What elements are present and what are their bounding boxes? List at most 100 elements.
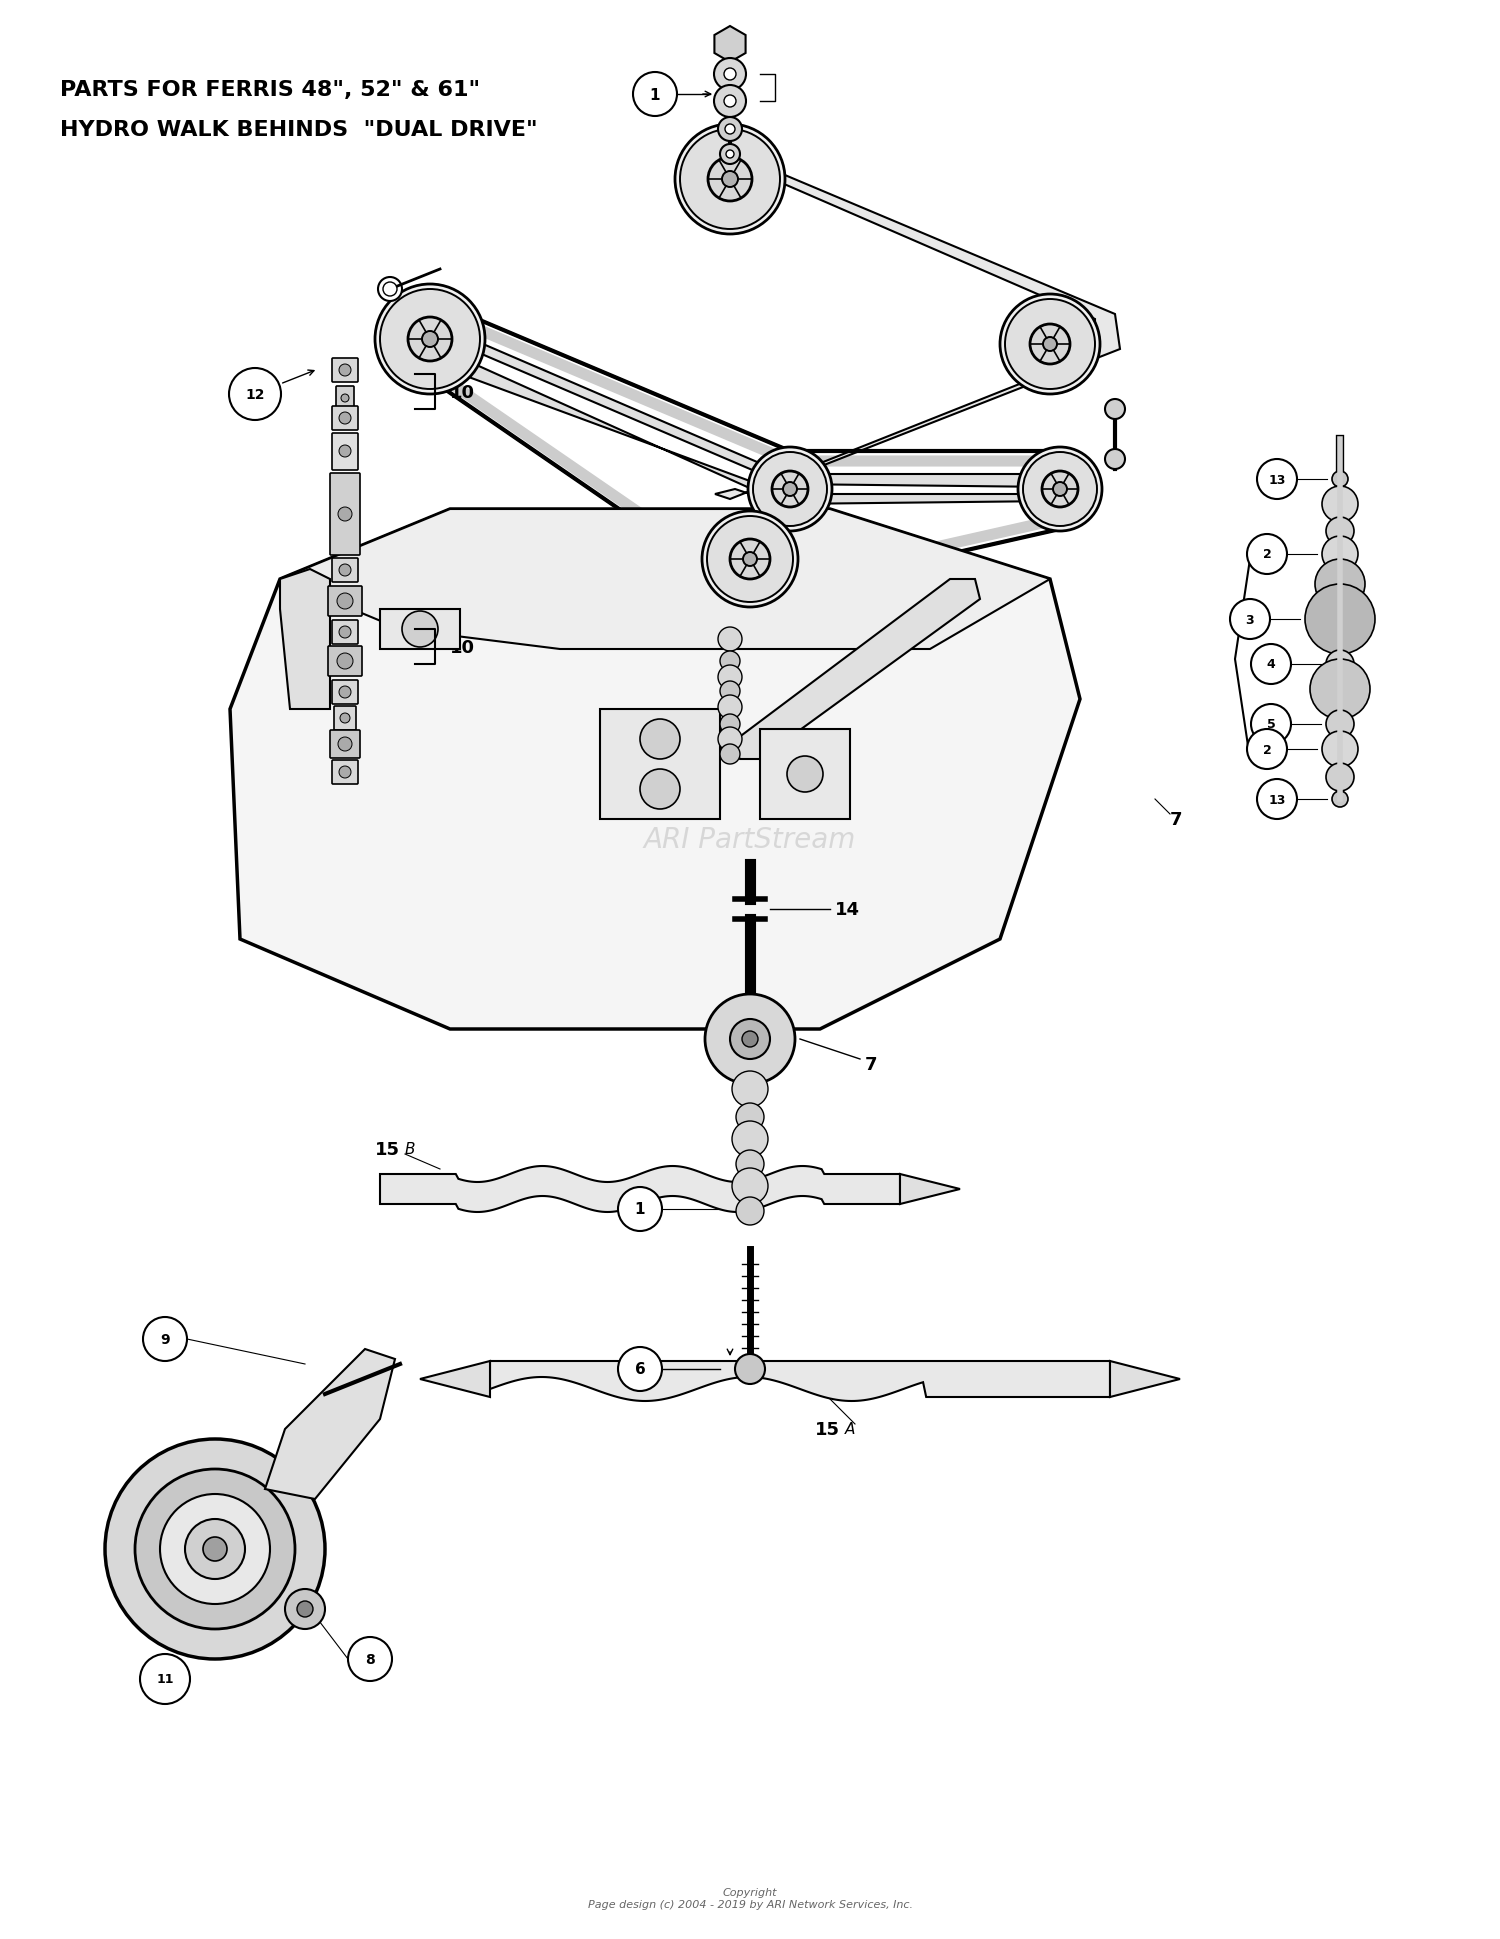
- Text: ARI PartStream: ARI PartStream: [644, 826, 856, 853]
- Polygon shape: [730, 580, 980, 760]
- Circle shape: [708, 157, 752, 202]
- Circle shape: [1316, 560, 1365, 609]
- FancyBboxPatch shape: [332, 558, 358, 584]
- Polygon shape: [266, 1350, 394, 1499]
- Polygon shape: [716, 155, 1120, 500]
- Polygon shape: [380, 1167, 900, 1212]
- Circle shape: [783, 483, 796, 496]
- Text: 13: 13: [1269, 793, 1286, 807]
- Circle shape: [408, 318, 452, 363]
- Polygon shape: [380, 609, 460, 650]
- Circle shape: [339, 446, 351, 458]
- Text: 6: 6: [634, 1361, 645, 1377]
- Circle shape: [633, 74, 676, 116]
- Circle shape: [1053, 483, 1066, 496]
- Circle shape: [730, 1020, 770, 1059]
- Circle shape: [1332, 791, 1348, 807]
- Polygon shape: [900, 1175, 960, 1204]
- Text: A: A: [844, 1421, 855, 1437]
- Circle shape: [1246, 729, 1287, 770]
- Circle shape: [772, 471, 808, 508]
- Circle shape: [140, 1654, 190, 1704]
- Circle shape: [1332, 471, 1348, 489]
- Circle shape: [1326, 710, 1354, 739]
- Text: 7: 7: [865, 1055, 877, 1074]
- Circle shape: [402, 611, 438, 648]
- Circle shape: [142, 1317, 188, 1361]
- Circle shape: [422, 332, 438, 347]
- FancyBboxPatch shape: [328, 588, 362, 617]
- Circle shape: [706, 516, 794, 603]
- Circle shape: [1257, 460, 1298, 500]
- Circle shape: [720, 683, 740, 702]
- Circle shape: [1326, 518, 1354, 545]
- Circle shape: [338, 737, 352, 752]
- Circle shape: [720, 652, 740, 671]
- Circle shape: [618, 1187, 662, 1231]
- Circle shape: [202, 1538, 226, 1561]
- Text: 9: 9: [160, 1332, 170, 1346]
- Circle shape: [724, 124, 735, 136]
- Circle shape: [726, 151, 734, 159]
- Text: 10: 10: [450, 638, 476, 657]
- Circle shape: [160, 1495, 270, 1604]
- Circle shape: [375, 285, 484, 396]
- Polygon shape: [230, 510, 1080, 1030]
- Circle shape: [1305, 586, 1376, 655]
- Circle shape: [338, 653, 352, 669]
- Text: 14: 14: [836, 900, 860, 919]
- Circle shape: [135, 1470, 296, 1629]
- Circle shape: [1005, 301, 1095, 390]
- Circle shape: [1000, 295, 1100, 396]
- Circle shape: [1310, 659, 1370, 719]
- Circle shape: [338, 508, 352, 522]
- Polygon shape: [280, 510, 1050, 650]
- Circle shape: [702, 512, 798, 607]
- Polygon shape: [490, 1361, 1110, 1402]
- Circle shape: [1326, 764, 1354, 791]
- Circle shape: [640, 719, 680, 760]
- Circle shape: [736, 1198, 764, 1225]
- Circle shape: [718, 727, 742, 752]
- Circle shape: [618, 1348, 662, 1392]
- FancyBboxPatch shape: [328, 648, 362, 677]
- Circle shape: [1251, 644, 1292, 684]
- FancyBboxPatch shape: [332, 681, 358, 704]
- Circle shape: [1019, 448, 1102, 531]
- Circle shape: [730, 539, 770, 580]
- Circle shape: [788, 756, 824, 793]
- Circle shape: [382, 283, 398, 297]
- FancyBboxPatch shape: [332, 359, 358, 382]
- Polygon shape: [420, 320, 1065, 504]
- Circle shape: [1257, 779, 1298, 820]
- Circle shape: [736, 1103, 764, 1132]
- Polygon shape: [760, 729, 850, 820]
- Circle shape: [230, 368, 280, 421]
- Text: 8: 8: [364, 1652, 375, 1666]
- Circle shape: [675, 124, 784, 235]
- Circle shape: [339, 413, 351, 425]
- FancyBboxPatch shape: [332, 434, 358, 471]
- Circle shape: [718, 118, 742, 142]
- Text: 4: 4: [1266, 657, 1275, 671]
- Text: 1: 1: [650, 87, 660, 103]
- FancyBboxPatch shape: [332, 407, 358, 430]
- Circle shape: [680, 130, 780, 231]
- Circle shape: [1322, 537, 1358, 572]
- Text: HYDRO WALK BEHINDS  "DUAL DRIVE": HYDRO WALK BEHINDS "DUAL DRIVE": [60, 120, 537, 140]
- Circle shape: [297, 1602, 314, 1617]
- Circle shape: [714, 58, 746, 91]
- Circle shape: [714, 85, 746, 118]
- Circle shape: [705, 995, 795, 1084]
- Circle shape: [748, 448, 833, 531]
- Circle shape: [184, 1520, 244, 1578]
- Text: 3: 3: [1245, 613, 1254, 626]
- Circle shape: [340, 714, 350, 723]
- Circle shape: [724, 95, 736, 109]
- Circle shape: [1106, 450, 1125, 469]
- Circle shape: [753, 454, 827, 527]
- Text: 15: 15: [375, 1140, 400, 1158]
- Polygon shape: [1110, 1361, 1180, 1398]
- Circle shape: [1042, 337, 1058, 351]
- Circle shape: [732, 1121, 768, 1158]
